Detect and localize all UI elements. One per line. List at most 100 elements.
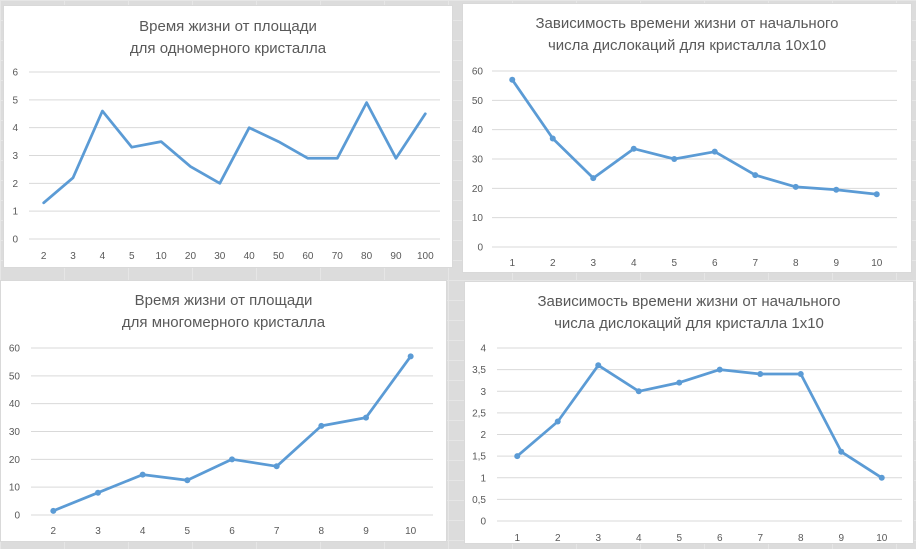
line-chart-dislocations-10x10: 0 10 20 30 40 50 60 1 2 3 4 5 6 7 8 9 10 [472, 67, 897, 269]
data-point [318, 422, 325, 429]
data-point [833, 186, 840, 193]
data-point [407, 353, 414, 360]
data-point [716, 366, 723, 373]
chart-area-one-dimensional-crystal[interactable]: Время жизни от площади для одномерного к… [3, 5, 453, 268]
y-tick-label: 1 [12, 207, 18, 218]
series-line [42, 101, 427, 205]
x-tick-label: 4 [140, 526, 146, 537]
y-tick-label: 0,5 [472, 495, 486, 506]
data-point [873, 191, 880, 198]
chart-title-line2: числа дислокаций для кристалла 1x10 [554, 315, 824, 332]
x-tick-label: 10 [876, 533, 888, 544]
x-tick-label: 2 [41, 251, 47, 262]
data-point [184, 477, 191, 484]
data-point [139, 471, 146, 478]
data-point [509, 76, 516, 83]
x-tick-label: 50 [273, 251, 285, 262]
data-point [635, 388, 642, 395]
chart-area-multidimensional-crystal[interactable]: Время жизни от площади для многомерного … [0, 280, 447, 542]
y-tick-label: 40 [472, 125, 484, 136]
chart-title-line2: числа дислокаций для кристалла 10x10 [547, 37, 827, 54]
chart-title-line2: для одномерного кристалла [129, 40, 327, 57]
chart-area-dislocations-10x10[interactable]: Зависимость времени жизни от начального … [462, 3, 912, 273]
x-tick-label: 7 [274, 526, 280, 537]
y-tick-label: 1,5 [472, 452, 486, 463]
data-point [711, 148, 718, 155]
data-point [878, 474, 885, 481]
x-tick-label: 80 [361, 251, 373, 262]
y-tick-label: 30 [9, 427, 21, 438]
x-tick-label: 60 [302, 251, 314, 262]
y-tick-label: 0 [480, 517, 486, 528]
chart-title-line2: для многомерного кристалла [121, 314, 326, 331]
data-point [273, 463, 280, 470]
y-tick-label: 6 [12, 68, 18, 79]
x-tick-label: 2 [51, 526, 57, 537]
y-tick-label: 20 [472, 184, 484, 195]
y-tick-label: 2,5 [472, 408, 486, 419]
x-tick-label: 3 [95, 526, 101, 537]
x-tick-label: 4 [636, 533, 642, 544]
y-tick-label: 10 [472, 213, 484, 224]
x-tick-label: 3 [590, 258, 596, 269]
y-tick-label: 50 [9, 371, 21, 382]
y-tick-label: 20 [9, 455, 21, 466]
x-tick-label: 1 [514, 533, 520, 544]
x-tick-label: 7 [752, 258, 758, 269]
data-point [676, 379, 683, 386]
data-point [752, 172, 759, 179]
data-point [590, 175, 597, 182]
x-tick-label: 70 [332, 251, 344, 262]
y-tick-label: 2 [12, 179, 18, 190]
data-point [757, 370, 764, 377]
x-tick-label: 4 [100, 251, 106, 262]
series-line [510, 78, 879, 196]
x-tick-label: 1 [509, 258, 515, 269]
x-tick-label: 2 [550, 258, 556, 269]
x-tick-label: 8 [793, 258, 799, 269]
chart-title-line1: Время жизни от площади [139, 18, 317, 35]
x-tick-label: 9 [838, 533, 844, 544]
x-tick-label: 2 [555, 533, 561, 544]
chart-title-line1: Время жизни от площади [134, 292, 313, 309]
x-tick-label: 9 [833, 258, 839, 269]
line-chart-dislocations-1x10: 0 0,5 1 1,5 2 2,5 3 3,5 4 1 2 3 4 5 6 7 8 9 10 [472, 344, 902, 544]
data-point [797, 370, 804, 377]
x-tick-label: 100 [417, 251, 434, 262]
data-point [50, 507, 57, 514]
x-tick-label: 4 [631, 258, 637, 269]
x-tick-label: 90 [390, 251, 402, 262]
y-tick-label: 2 [480, 430, 486, 441]
x-tick-label: 3 [70, 251, 76, 262]
x-tick-label: 20 [185, 251, 197, 262]
x-tick-label: 40 [244, 251, 256, 262]
y-tick-label: 4 [480, 344, 486, 355]
x-tick-label: 6 [712, 258, 718, 269]
x-tick-label: 8 [798, 533, 804, 544]
line-chart-multidimensional-crystal: 0 10 20 30 40 50 60 2 3 4 5 6 7 8 9 10 [9, 344, 433, 537]
line-chart-one-dimensional-crystal: 0 1 2 3 4 5 6 2 3 4 5 10 20 30 40 50 60 70 80 90 100 [12, 68, 440, 262]
y-tick-label: 0 [12, 235, 18, 246]
y-tick-label: 5 [12, 95, 18, 106]
data-point [630, 145, 637, 152]
y-tick-label: 30 [472, 155, 484, 166]
x-tick-label: 3 [595, 533, 601, 544]
data-point [595, 362, 602, 369]
data-point [514, 453, 521, 460]
x-tick-label: 5 [676, 533, 682, 544]
data-point [792, 183, 799, 190]
chart-area-dislocations-1x10[interactable]: Зависимость времени жизни от начального … [464, 281, 914, 544]
y-tick-label: 10 [9, 483, 21, 494]
chart-title-line1: Зависимость времени жизни от начального [537, 293, 841, 310]
x-tick-label: 10 [156, 251, 168, 262]
data-point [363, 414, 369, 421]
data-point [838, 448, 845, 455]
data-point [549, 135, 556, 142]
series-line [515, 363, 884, 480]
data-point [95, 489, 101, 496]
y-tick-label: 3,5 [472, 365, 486, 376]
x-tick-label: 6 [229, 526, 235, 537]
y-tick-label: 3 [480, 387, 486, 398]
x-tick-label: 5 [185, 526, 191, 537]
y-tick-label: 60 [472, 67, 484, 78]
